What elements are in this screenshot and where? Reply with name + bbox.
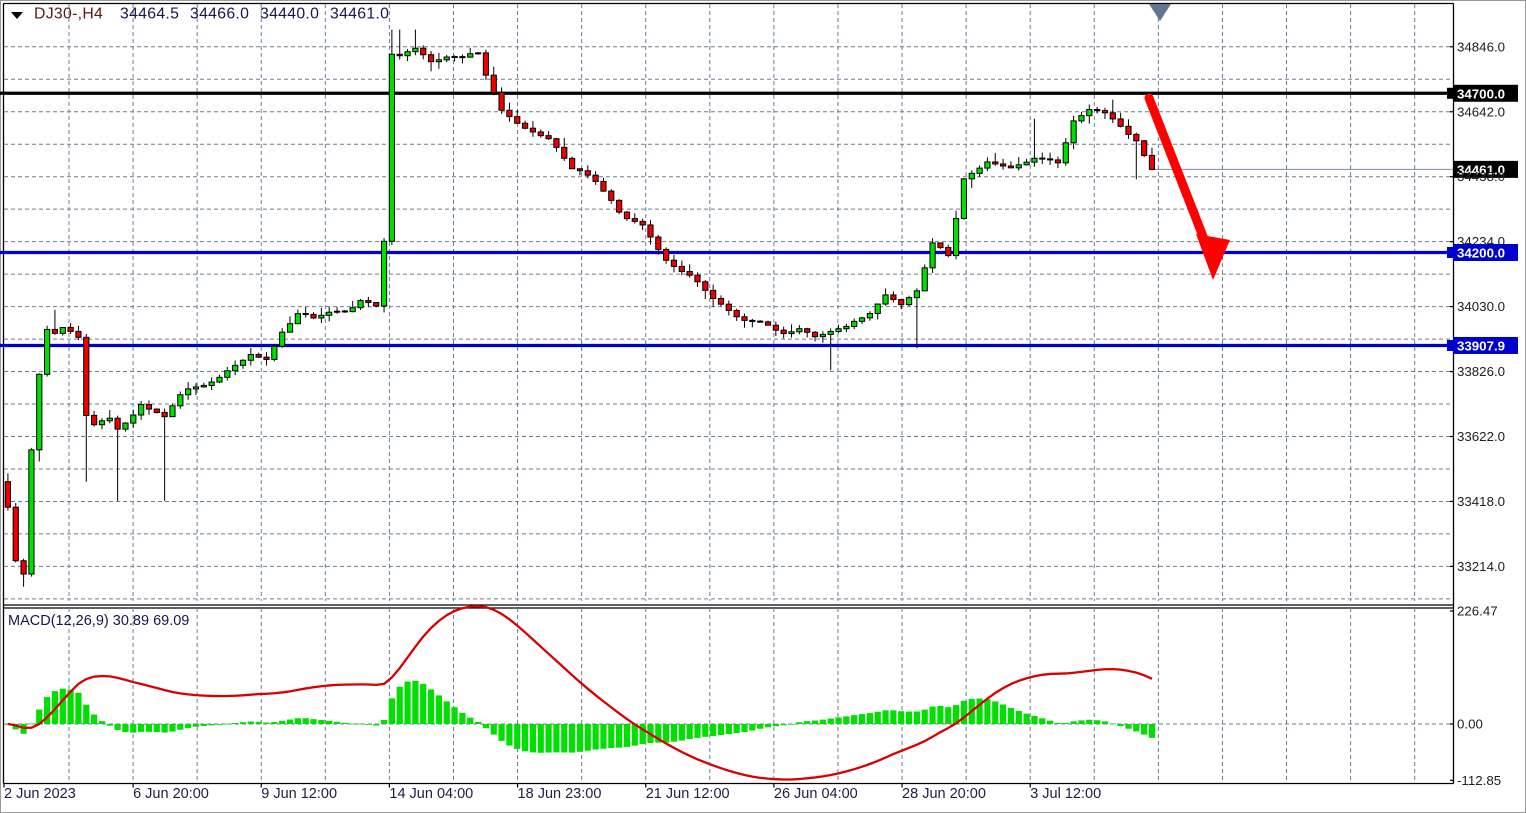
svg-text:33907.9: 33907.9 (1457, 338, 1505, 353)
svg-text:34464.5: 34464.5 (120, 6, 179, 23)
svg-text:33622.0: 33622.0 (1457, 429, 1505, 444)
svg-text:33214.0: 33214.0 (1457, 559, 1505, 574)
svg-text:9 Jun 12:00: 9 Jun 12:00 (261, 786, 337, 802)
svg-text:28 Jun 20:00: 28 Jun 20:00 (902, 786, 986, 802)
svg-text:6 Jun 20:00: 6 Jun 20:00 (133, 786, 209, 802)
svg-text:3 Jul 12:00: 3 Jul 12:00 (1030, 786, 1101, 802)
svg-text:2 Jun 2023: 2 Jun 2023 (4, 786, 76, 802)
svg-text:33418.0: 33418.0 (1457, 494, 1505, 509)
svg-text:34461.0: 34461.0 (330, 6, 389, 23)
svg-text:34200.0: 34200.0 (1457, 245, 1505, 260)
svg-text:34440.0: 34440.0 (260, 6, 319, 23)
svg-text:-112.85: -112.85 (1457, 773, 1501, 788)
svg-text:34700.0: 34700.0 (1457, 86, 1505, 101)
svg-text:34642.0: 34642.0 (1457, 104, 1505, 119)
svg-text:MACD(12,26,9) 30.89 69.09: MACD(12,26,9) 30.89 69.09 (8, 613, 189, 629)
svg-text:0.00: 0.00 (1457, 717, 1483, 732)
svg-text:34438.0: 34438.0 (1457, 169, 1505, 184)
svg-text:14 Jun 04:00: 14 Jun 04:00 (389, 786, 473, 802)
svg-text:226.47: 226.47 (1457, 604, 1498, 619)
svg-text:18 Jun 23:00: 18 Jun 23:00 (518, 786, 602, 802)
svg-text:33826.0: 33826.0 (1457, 364, 1505, 379)
svg-text:26 Jun 04:00: 26 Jun 04:00 (774, 786, 858, 802)
svg-text:34466.0: 34466.0 (190, 6, 249, 23)
svg-text:21 Jun 12:00: 21 Jun 12:00 (646, 786, 730, 802)
svg-text:34846.0: 34846.0 (1457, 39, 1505, 54)
svg-text:DJ30-,H4: DJ30-,H4 (34, 6, 103, 23)
svg-text:34030.0: 34030.0 (1457, 299, 1505, 314)
